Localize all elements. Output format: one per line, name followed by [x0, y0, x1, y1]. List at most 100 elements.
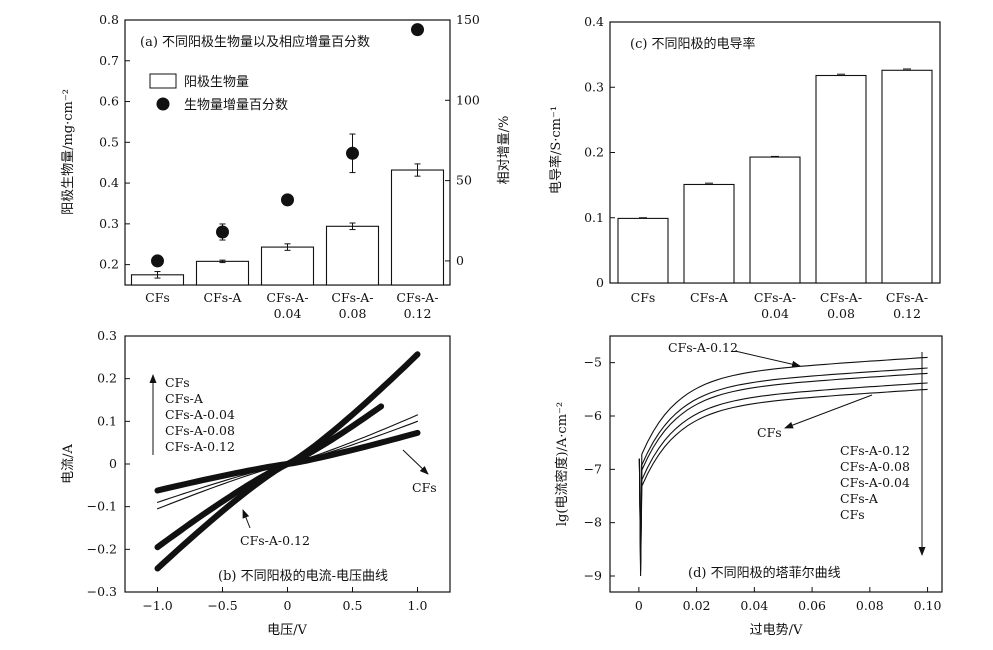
tafel-curve: [638, 372, 928, 566]
x-tick-label: 0.12: [893, 306, 921, 321]
y-tick-label: 0.6: [99, 94, 119, 109]
bar: [260, 246, 315, 286]
tafel-curve: [638, 356, 928, 555]
legend-label: CFs-A-0.12: [840, 443, 910, 458]
data-point: [346, 146, 359, 160]
annotation-label: CFs: [757, 425, 782, 440]
y-tick-label: −6: [584, 408, 602, 423]
y-tick-label: 0.4: [99, 175, 119, 190]
legend-label: CFs: [840, 507, 865, 522]
y-tick-label: 0.7: [99, 53, 119, 68]
x-tick-label: 0.08: [856, 598, 884, 613]
bar: [881, 69, 933, 284]
legend-swatch-bar: [149, 73, 177, 89]
y-axis-label: 电导率/S·cm⁻¹: [548, 106, 564, 194]
y2-axis-label: 相对增量/%: [497, 116, 512, 185]
y-tick-label: 0.3: [584, 79, 604, 94]
legend-label: CFs-A-0.04: [840, 475, 910, 490]
y-tick-label: −7: [584, 461, 602, 476]
y-tick-label: 0.4: [584, 14, 604, 29]
y-tick-label: 0.8: [99, 12, 119, 27]
y-axis-label: 阳极生物量/mg·cm⁻²: [61, 89, 76, 215]
x-tick-label: 0.08: [339, 306, 367, 321]
bar: [749, 156, 801, 284]
x-tick-label: −1.0: [142, 598, 172, 613]
x-tick-label: 0.04: [740, 598, 768, 613]
x-tick-label: 0.04: [761, 306, 789, 321]
y-tick-label: −0.2: [87, 541, 117, 556]
chart-title: (d) 不同阳极的塔菲尔曲线: [688, 565, 841, 581]
panel-d-tafel-chart: −9 −8 −7 −6 −5 0 0.02 0.04 0.06 0.08 0.10 CFs-A-0.1…: [554, 335, 943, 638]
y-tick-label: 0.5: [99, 134, 119, 149]
data-point: [151, 254, 164, 268]
annotation-arrow: [242, 509, 251, 529]
bar: [325, 225, 380, 286]
data-point: [411, 23, 424, 37]
x-tick-label: 0: [284, 598, 292, 613]
x-tick-label: CFs-A: [690, 290, 729, 305]
x-tick-label: CFs: [145, 290, 170, 305]
x-tick-label: CFs: [631, 290, 656, 305]
x-tick-label: 0.02: [683, 598, 711, 613]
y2-tick-label: 100: [456, 92, 480, 107]
legend-label: 阳极生物量: [184, 75, 249, 90]
y-tick-label: −5: [584, 355, 602, 370]
bar: [195, 260, 250, 286]
bar: [617, 217, 669, 284]
annotation-arrow: [784, 394, 873, 429]
annotation-arrow: [734, 350, 801, 368]
x-tick-label: CFs-A-: [396, 290, 438, 305]
legend-swatch-point: [156, 97, 170, 111]
chart-title: (a) 不同阳极生物量以及相应增量百分数: [140, 34, 370, 50]
data-point: [281, 193, 294, 207]
y2-tick-label: 150: [456, 12, 480, 27]
x-tick-label: CFs-A: [204, 290, 243, 305]
legend-label: CFs-A-0.08: [840, 459, 910, 474]
iv-curve: [154, 351, 421, 572]
x-tick-label: 0.5: [343, 598, 363, 613]
annotation-arrow: [402, 449, 429, 475]
annotation-label: CFs-A-0.12: [668, 340, 738, 355]
x-tick-label: 0.10: [914, 598, 942, 613]
x-tick-label: 0.04: [274, 306, 302, 321]
y-tick-label: −8: [584, 515, 602, 530]
bar: [815, 74, 867, 284]
x-tick-label: 0.06: [798, 598, 826, 613]
legend-label: CFs: [165, 375, 190, 390]
y-tick-label: −9: [584, 568, 602, 583]
legend-label: CFs-A: [165, 391, 204, 406]
tafel-curve: [638, 367, 928, 561]
chart-title: (c) 不同阳极的电导率: [630, 36, 756, 52]
x-axis-label: 过电势/V: [750, 622, 803, 638]
data-point: [216, 225, 229, 239]
panel-b-iv-curve-chart: −0.3 −0.2 −0.1 0 0.1 0.2 0.3 −1.0 −0.5 0 0.5 1.0 CFs…: [61, 328, 451, 638]
y-tick-label: 0.1: [97, 413, 117, 428]
plot-frame: [609, 335, 943, 593]
y-axis-label: 电流/A: [61, 444, 76, 484]
annotation-label: CFs: [412, 480, 437, 495]
y-tick-label: 0.3: [97, 328, 117, 343]
x-tick-label: 1.0: [408, 598, 428, 613]
annotation-label: CFs-A-0.12: [240, 533, 310, 548]
x-tick-label: CFs-A-: [266, 290, 308, 305]
y2-tick-label: 0: [456, 253, 464, 268]
legend-label: CFs-A-0.04: [165, 407, 235, 422]
x-tick-label: CFs-A-: [820, 290, 862, 305]
y2-tick-label: 50: [456, 173, 472, 188]
y-tick-label: 0.2: [584, 145, 604, 160]
bar: [390, 169, 445, 286]
legend-label: CFs-A: [840, 491, 879, 506]
y-tick-label: 0.2: [97, 371, 117, 386]
tafel-curve: [638, 388, 928, 577]
panel-a-biomass-chart: 0.2 0.3 0.4 0.5 0.6 0.7 0.8 0 50 100 150 CFs CFs-A CF…: [61, 12, 512, 321]
x-tick-label: 0: [635, 598, 643, 613]
y-tick-label: 0: [109, 456, 117, 471]
x-tick-label: CFs-A-: [754, 290, 796, 305]
y-tick-label: 0.1: [584, 210, 604, 225]
tafel-curve: [638, 382, 928, 571]
x-tick-label: −0.5: [207, 598, 237, 613]
x-axis-label: 电压/V: [267, 623, 307, 638]
legend-label: 生物量增量百分数: [184, 98, 288, 113]
x-tick-label: CFs-A-: [331, 290, 373, 305]
